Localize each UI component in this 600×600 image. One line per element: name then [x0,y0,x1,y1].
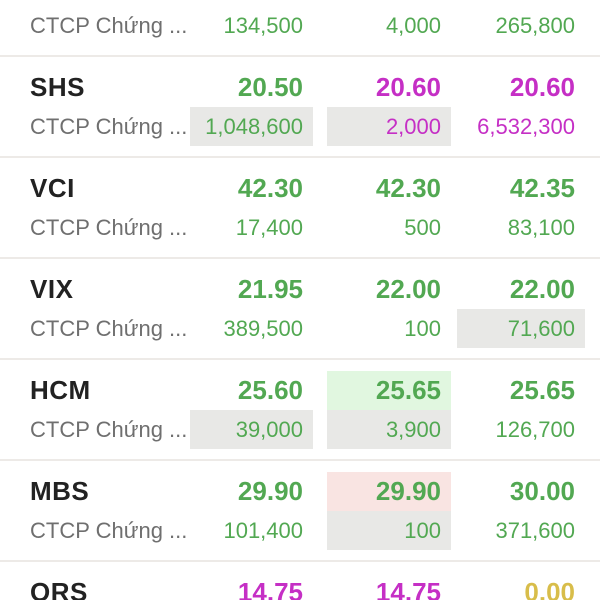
volume-line: CTCP Chứng ... 39,000 3,900 126,700 [30,410,585,449]
volume-line: CTCP Chứng ... 101,400 100 371,600 [30,511,585,550]
company-name: CTCP Chứng ... [30,315,188,341]
volume-col1: 39,000 [190,410,313,449]
volume-col2: 100 [327,511,451,550]
price-col2: 14.75 [375,577,441,600]
price-line: MBS 29.90 29.90 30.00 [30,472,585,511]
price-col1: 21.95 [237,274,303,304]
stock-row[interactable]: SHS 20.50 20.60 20.60 CTCP Chứng ... 1,0… [0,57,600,158]
price-col2: 25.65 [327,371,451,410]
price-line: VIX 21.95 22.00 22.00 [30,270,585,309]
stock-row[interactable]: VCI 42.30 42.30 42.35 CTCP Chứng ... 17,… [0,158,600,259]
stock-row[interactable]: MBS 29.90 29.90 30.00 CTCP Chứng ... 101… [0,461,600,562]
price-col1: 29.90 [237,476,303,506]
volume-col3: 83,100 [507,214,575,240]
volume-col3: 126,700 [495,416,575,442]
volume-col2: 3,900 [327,410,451,449]
volume-col2: 2,000 [327,107,451,146]
volume-col1: 17,400 [235,214,303,240]
volume-col3: 6,532,300 [477,113,575,139]
volume-col1: 101,400 [223,517,303,543]
company-name: CTCP Chứng ... [30,113,188,139]
price-line: ORS 14.75 14.75 0.00 [30,573,585,600]
price-col1: 42.30 [237,173,303,203]
stock-row[interactable]: HCM 25.60 25.65 25.65 CTCP Chứng ... 39,… [0,360,600,461]
price-col2: 22.00 [375,274,441,304]
price-line: HCM 25.60 25.65 25.65 [30,371,585,410]
volume-line: CTCP Chứng ... 17,400 500 83,100 [30,208,585,247]
company-name: CTCP Chứng ... [30,517,188,543]
price-col3: 42.35 [509,173,575,203]
volume-col3: 371,600 [495,517,575,543]
ticker-symbol: MBS [30,476,90,506]
ticker-symbol: HCM [30,375,91,405]
price-col3: 20.60 [509,72,575,102]
price-col3: 30.00 [509,476,575,506]
price-col2: 20.60 [375,72,441,102]
volume-col3: 71,600 [457,309,585,348]
volume-col2: 100 [404,315,441,341]
volume-col2: 4,000 [385,12,441,38]
ticker-symbol: ORS [30,577,88,600]
company-name: CTCP Chứng ... [30,214,188,240]
volume-line: CTCP Chứng ... 1,048,600 2,000 6,532,300 [30,107,585,146]
volume-col3: 265,800 [495,12,575,38]
company-name: CTCP Chứng ... [30,12,188,38]
stock-row[interactable]: VIX 21.95 22.00 22.00 CTCP Chứng ... 389… [0,259,600,360]
price-col2: 29.90 [327,472,451,511]
volume-line: CTCP Chứng ... 389,500 100 71,600 [30,309,585,348]
price-line: VCI 42.30 42.30 42.35 [30,169,585,208]
price-col3: 0.00 [524,577,575,600]
price-col1: 25.60 [237,375,303,405]
volume-col2: 500 [404,214,441,240]
price-col1: 14.75 [237,577,303,600]
volume-line: CTCP Chứng ... 134,500 4,000 265,800 [30,6,585,45]
ticker-symbol: SHS [30,72,85,102]
volume-col1: 1,048,600 [190,107,313,146]
volume-col1: 389,500 [223,315,303,341]
stock-row[interactable]: ORS 14.75 14.75 0.00 [0,562,600,600]
ticker-symbol: VIX [30,274,74,304]
stock-row[interactable]: CTCP Chứng ... 134,500 4,000 265,800 [0,0,600,57]
price-col3: 25.65 [509,375,575,405]
ticker-symbol: VCI [30,173,75,203]
price-line: SHS 20.50 20.60 20.60 [30,68,585,107]
company-name: CTCP Chứng ... [30,416,188,442]
price-col2: 42.30 [375,173,441,203]
volume-col1: 134,500 [223,12,303,38]
price-col3: 22.00 [509,274,575,304]
price-col1: 20.50 [237,72,303,102]
